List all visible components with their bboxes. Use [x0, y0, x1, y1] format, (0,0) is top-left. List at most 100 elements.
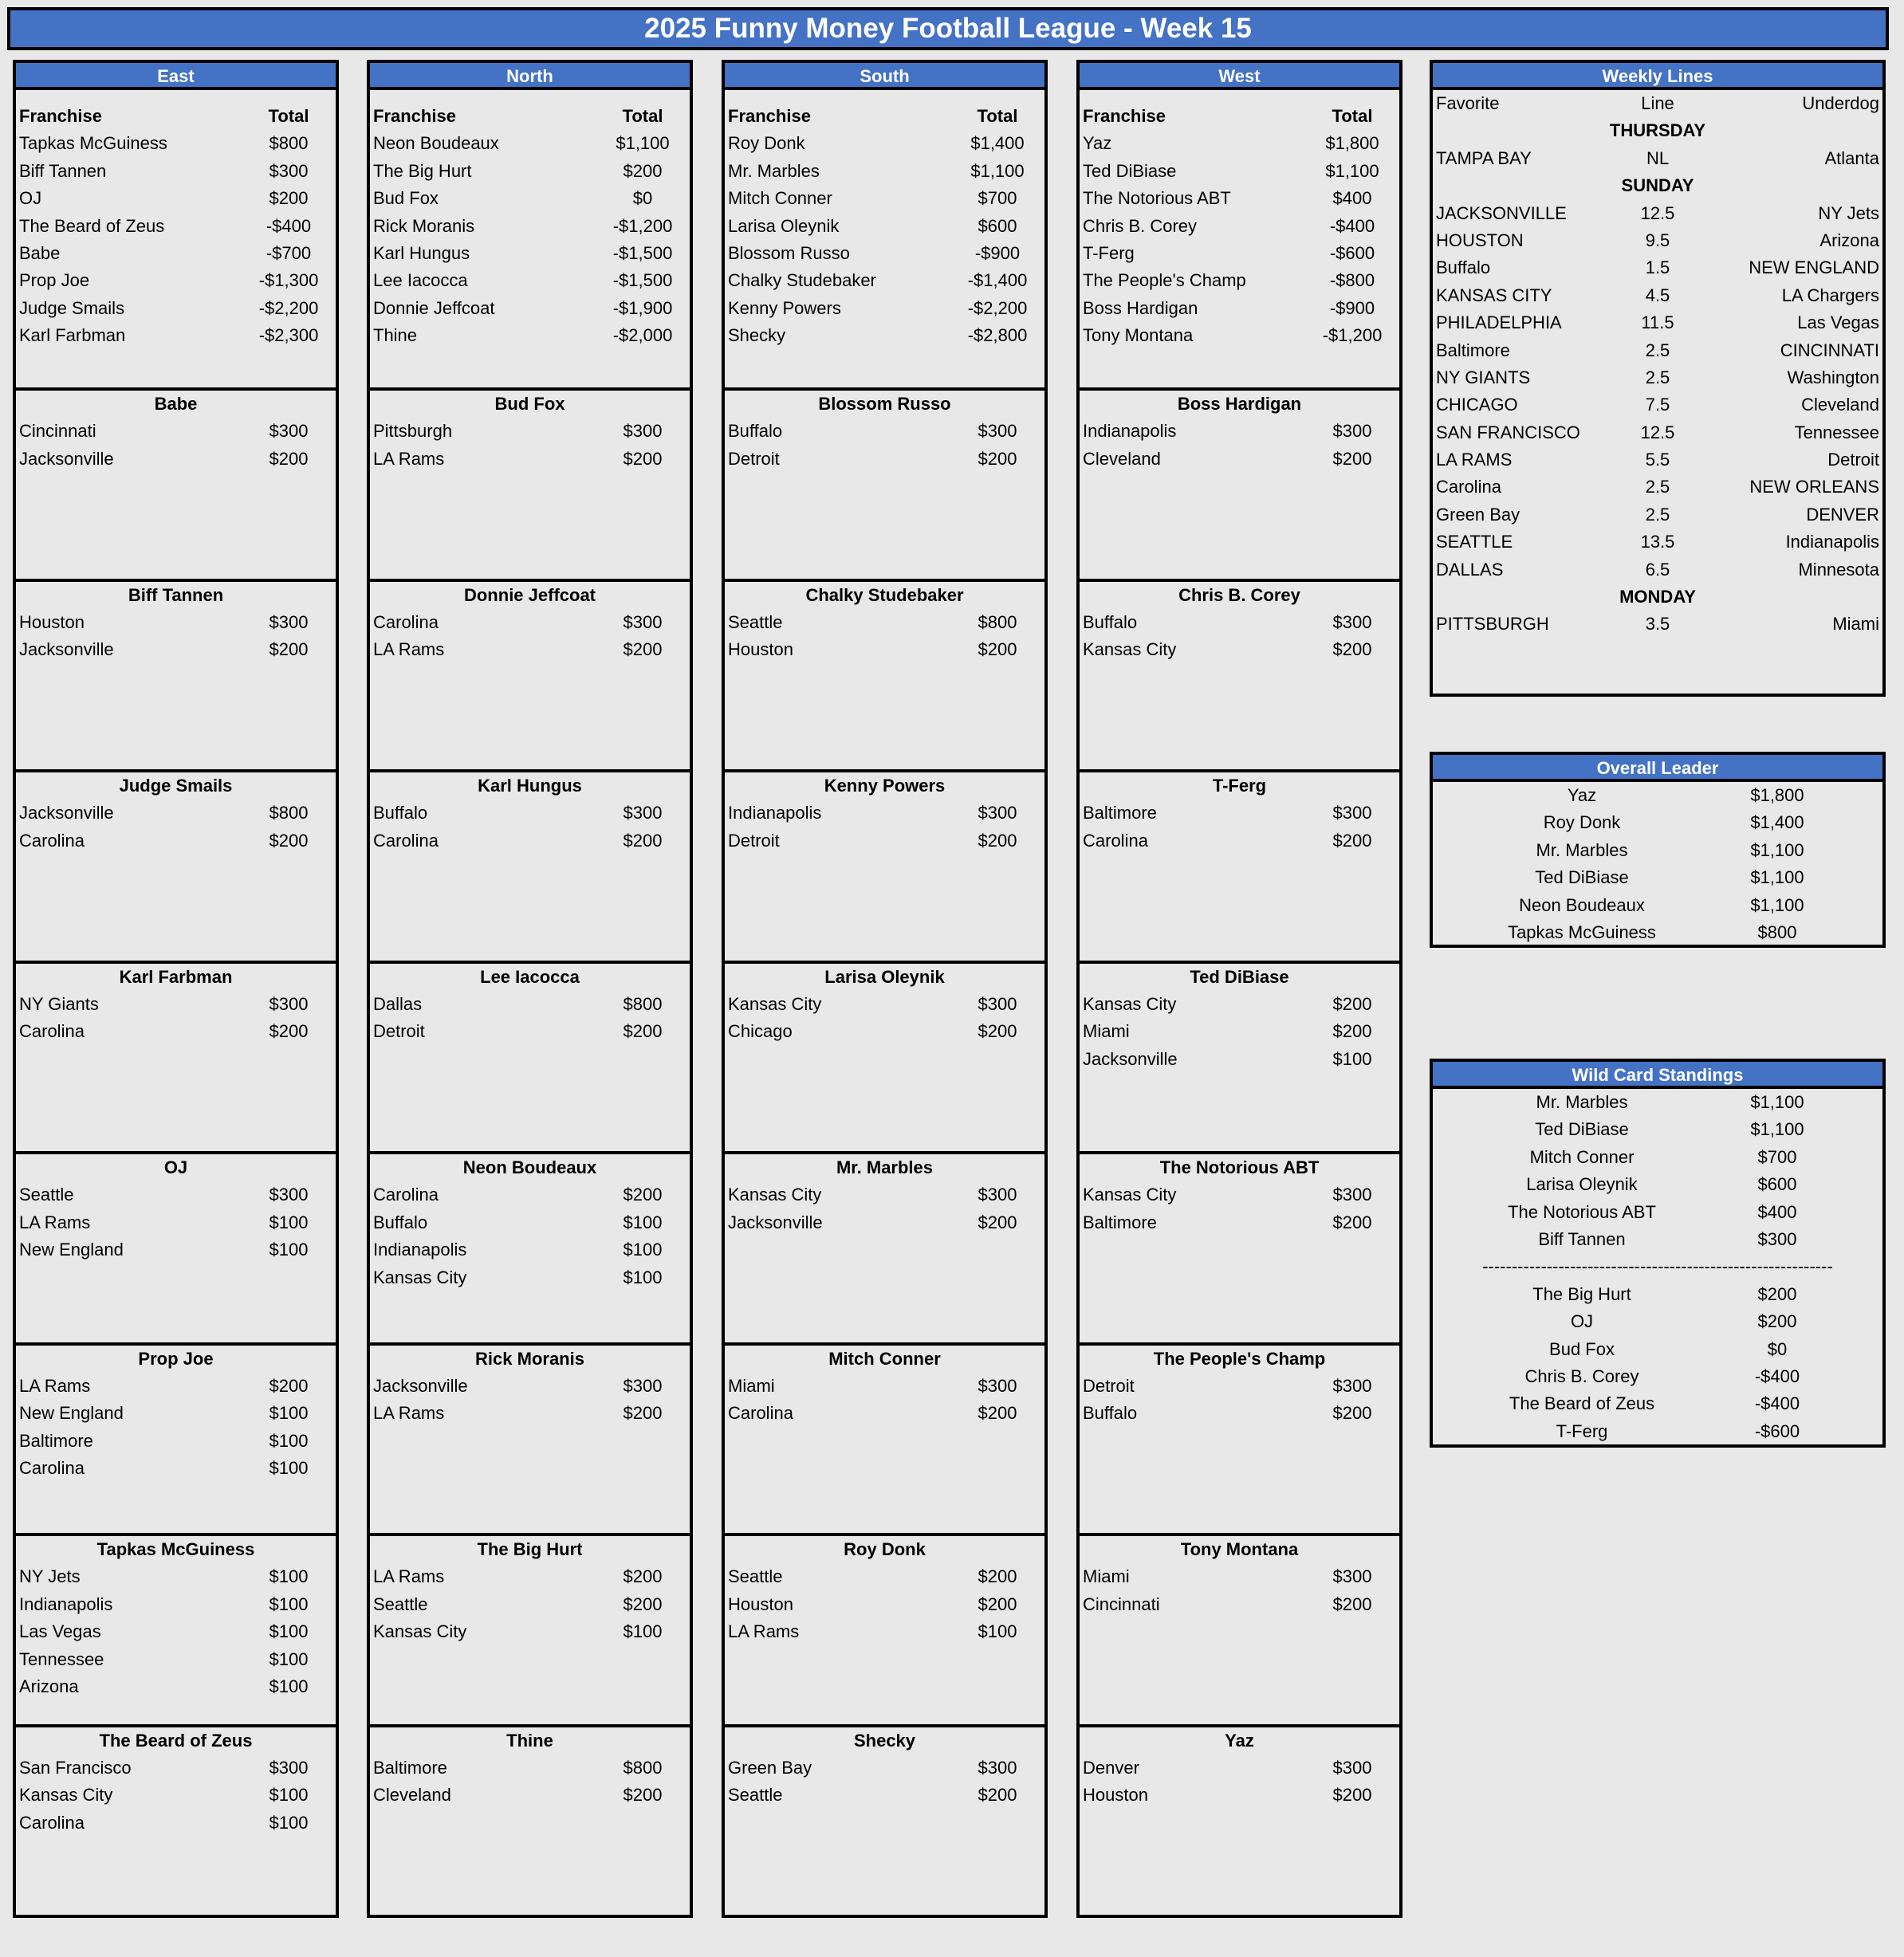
- franchise-header: Franchise: [373, 106, 456, 126]
- value-cell: $200: [623, 830, 663, 851]
- name-cell: Tapkas McGuiness: [1508, 922, 1656, 942]
- pick-row: Kansas City $300: [725, 991, 1044, 1018]
- value-cell: $300: [623, 421, 663, 442]
- pick-row: Detroit $200: [725, 446, 1044, 473]
- team-name: Mitch Conner: [828, 1348, 941, 1369]
- value-cell: $100: [269, 1403, 309, 1424]
- name-cell: LA Rams: [373, 1566, 445, 1587]
- pick-row: Detroit $200: [725, 827, 1044, 855]
- standings-row: Neon Boudeaux $1,100: [370, 130, 690, 157]
- line: 4.5: [1645, 285, 1670, 305]
- name-cell: Kansas City: [1083, 1185, 1177, 1205]
- name-cell: Jacksonville: [1083, 1048, 1178, 1069]
- team-picks-box: Tony Montana Miami $300 Cincinnati $200: [1076, 1533, 1402, 1727]
- wild-card-row: Larisa Oleynik $600: [1433, 1171, 1882, 1198]
- pick-row: Carolina $200: [1080, 827, 1399, 855]
- value-cell: -$1,500: [612, 242, 673, 263]
- wild-card-row: The Notorious ABT $400: [1433, 1199, 1882, 1226]
- standings-box: Franchise Total Yaz $1,800 Ted DiBiase $1,100…: [1076, 87, 1402, 391]
- team-name: Prop Joe: [138, 1348, 214, 1369]
- name-cell: Larisa Oleynik: [728, 215, 840, 236]
- name-cell: Chris B. Corey: [1083, 215, 1198, 236]
- name-cell: Roy Donk: [728, 133, 805, 154]
- standings-header-row: Franchise Total: [725, 103, 1044, 130]
- value-cell: $200: [1332, 1021, 1372, 1042]
- team-name: Yaz: [1225, 1730, 1254, 1751]
- value-cell: -$800: [1329, 270, 1375, 291]
- standings-row: Rick Moranis -$1,200: [370, 213, 690, 240]
- name-cell: Indianapolis: [1083, 421, 1177, 442]
- wild-card-row: The Big Hurt $200: [1433, 1281, 1882, 1308]
- value-cell: $300: [623, 803, 663, 823]
- value-cell: $200: [623, 1403, 663, 1424]
- name-cell: Indianapolis: [19, 1594, 113, 1614]
- name-cell: Judge Smails: [19, 297, 125, 318]
- underdog-header: Underdog: [1802, 93, 1879, 113]
- underdog: Detroit: [1827, 450, 1879, 470]
- pick-row: Miami $200: [1080, 1018, 1399, 1045]
- name-cell: LA Rams: [373, 639, 445, 660]
- team-name: Chris B. Corey: [1178, 584, 1300, 605]
- value-cell: $100: [623, 1240, 663, 1260]
- value-cell: $200: [623, 1785, 663, 1806]
- name-cell: LA Rams: [373, 448, 445, 469]
- value-cell: $100: [269, 1212, 309, 1232]
- name-cell: Blossom Russo: [728, 242, 850, 263]
- weekly-lines-panel: Weekly Lines Favorite Line Underdog THUR…: [1430, 60, 1886, 697]
- team-picks-box: Judge Smails Jacksonville $800 Carolina $200: [13, 769, 339, 964]
- pick-row: Kansas City $300: [1080, 1181, 1399, 1208]
- team-picks-box: Prop Joe LA Rams $200 New England $100 Baltim…: [13, 1342, 339, 1536]
- team-name: Karl Farbman: [119, 966, 233, 987]
- name-cell: Jacksonville: [373, 1375, 468, 1396]
- team-picks-box: The Beard of Zeus San Francisco $300 Kansas…: [13, 1723, 339, 1918]
- wild-card-row: Ted DiBiase $1,100: [1433, 1116, 1882, 1143]
- value-cell: -$2,300: [258, 325, 319, 346]
- standings-row: Ted DiBiase $1,100: [1080, 158, 1399, 185]
- value-cell: $100: [269, 1566, 309, 1587]
- line: 6.5: [1645, 559, 1670, 580]
- favorite: JACKSONVILLE: [1436, 202, 1567, 223]
- team-picks-box: Karl Farbman NY Giants $300 Carolina $200: [13, 960, 339, 1154]
- value-cell: $100: [269, 1430, 309, 1451]
- name-cell: Kansas City: [19, 1785, 113, 1806]
- game-row: Carolina 2.5 NEW ORLEANS: [1433, 474, 1882, 501]
- day-label: THURSDAY: [1609, 120, 1706, 141]
- name-cell: Cincinnati: [19, 421, 96, 442]
- name-cell: Denver: [1083, 1757, 1139, 1778]
- underdog: Miami: [1832, 614, 1879, 635]
- standings-row: The Notorious ABT $400: [1080, 185, 1399, 212]
- value-cell: -$1,900: [612, 297, 673, 318]
- pick-row: Buffalo $200: [1080, 1400, 1399, 1427]
- pick-row: Seattle $300: [16, 1181, 336, 1208]
- name-cell: Lee Iacocca: [373, 270, 468, 291]
- value-cell: -$1,200: [1322, 325, 1383, 346]
- team-picks-box: Mitch Conner Miami $300 Carolina $200: [722, 1342, 1048, 1536]
- name-cell: Baltimore: [1083, 1212, 1157, 1232]
- leader-row: Tapkas McGuiness $800: [1433, 919, 1882, 946]
- standings-row: Blossom Russo -$900: [725, 240, 1044, 267]
- game-row: SEATTLE 13.5 Indianapolis: [1433, 529, 1882, 556]
- name-cell: New England: [19, 1240, 124, 1260]
- pick-row: Baltimore $300: [1080, 800, 1399, 827]
- pick-row: San Francisco $300: [16, 1755, 336, 1782]
- name-cell: Mr. Marbles: [728, 160, 820, 181]
- pick-row: Seattle $800: [725, 609, 1044, 636]
- value-cell: $300: [269, 1185, 309, 1205]
- name-cell: Biff Tannen: [19, 160, 107, 181]
- pick-row: Dallas $800: [370, 991, 690, 1018]
- team-picks-box: OJ Seattle $300 LA Rams $100 New England $100: [13, 1151, 339, 1346]
- game-row: PHILADELPHIA 11.5 Las Vegas: [1433, 309, 1882, 336]
- team-picks-box: Rick Moranis Jacksonville $300 LA Rams $200: [367, 1342, 693, 1536]
- team-picks-box: Neon Boudeaux Carolina $200 Buffalo $100 Indi…: [367, 1151, 693, 1346]
- name-cell: Chris B. Corey: [1524, 1366, 1639, 1386]
- line: 3.5: [1645, 614, 1670, 635]
- value-cell: $300: [1332, 803, 1372, 823]
- name-cell: Buffalo: [1083, 1403, 1138, 1424]
- favorite: LA RAMS: [1436, 450, 1513, 470]
- name-cell: Houston: [1083, 1785, 1148, 1806]
- division-header: West: [1076, 60, 1402, 87]
- pick-row: Arizona $100: [16, 1673, 336, 1700]
- name-cell: Bud Fox: [373, 188, 439, 209]
- name-cell: T-Ferg: [1556, 1421, 1608, 1441]
- name-cell: Tapkas McGuiness: [19, 133, 167, 154]
